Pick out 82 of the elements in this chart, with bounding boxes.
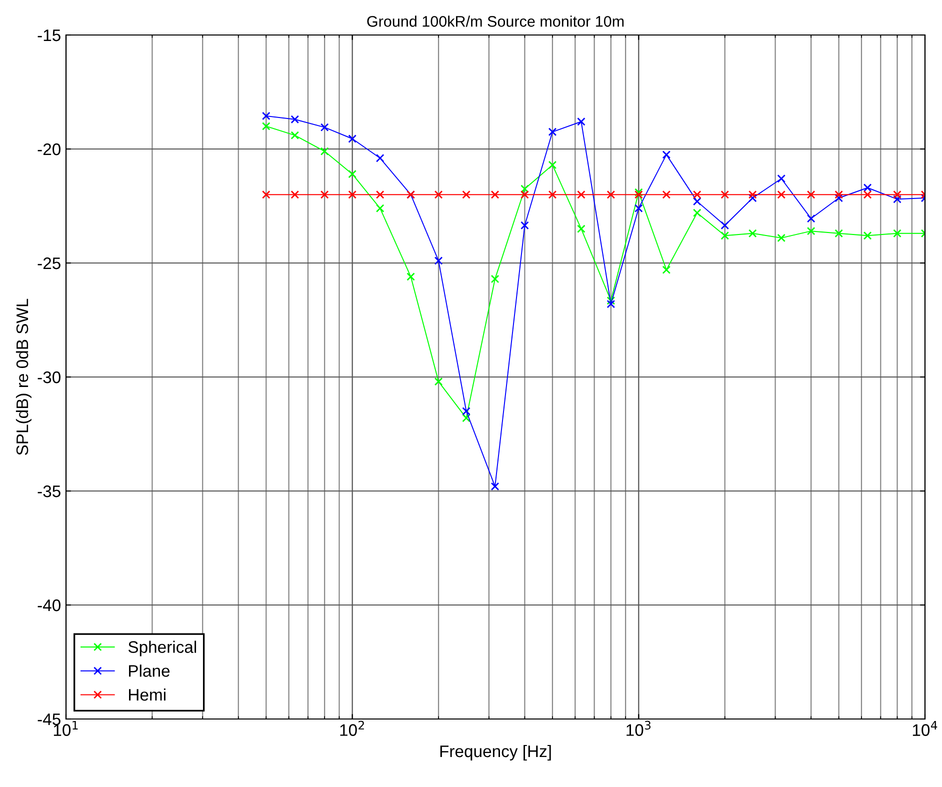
point (720, 190, 730, 199)
point (262, 122, 270, 130)
point (520, 221, 529, 230)
point (662, 190, 671, 199)
legend-label: Spherical (128, 640, 196, 656)
x-tick-label: 10$^{3}$ (626, 720, 651, 736)
point (634, 204, 643, 212)
y-tick-label: -25 (38, 257, 60, 270)
point (434, 190, 443, 199)
point (262, 190, 270, 199)
point (434, 256, 443, 265)
x-tick-label: 10$^{4}$ (912, 720, 938, 736)
point (662, 150, 671, 159)
chart-title: Ground 100kR/m Source monitor 10m (367, 16, 624, 27)
y-axis-title: SPL(dB) re 0dB SWL (16, 298, 32, 455)
y-tick-label: -15 (38, 30, 60, 42)
point (462, 414, 470, 422)
point (490, 482, 500, 491)
point (834, 194, 843, 202)
point (692, 197, 702, 206)
point (348, 134, 356, 143)
point (777, 190, 786, 199)
y-tick-label: -30 (38, 371, 60, 384)
point (606, 190, 616, 199)
point (320, 147, 329, 156)
point (692, 208, 702, 218)
point (376, 204, 384, 212)
point (490, 190, 500, 199)
point (434, 377, 443, 386)
point (348, 190, 356, 199)
y-tick-label: -20 (38, 143, 60, 156)
point (606, 296, 616, 305)
point (863, 184, 872, 192)
point (376, 190, 384, 199)
point (606, 300, 616, 308)
point (262, 112, 270, 120)
x-axis-title: Frequency [Hz] (440, 744, 551, 760)
point (634, 190, 643, 199)
point (290, 115, 300, 124)
point (320, 190, 329, 199)
point (290, 190, 300, 199)
point (748, 190, 757, 199)
point (777, 174, 786, 183)
point (577, 117, 586, 126)
point (720, 221, 730, 230)
point (348, 170, 356, 178)
point (720, 231, 730, 240)
legend-label: Hemi (129, 688, 166, 701)
point (548, 160, 557, 170)
legend-label: Plane (129, 664, 170, 677)
point (893, 190, 902, 199)
point (863, 190, 872, 199)
point (863, 231, 872, 240)
point (462, 407, 470, 416)
point (806, 190, 816, 199)
point (548, 128, 557, 136)
point (834, 190, 843, 199)
point (692, 190, 702, 199)
y-tick-label: -35 (38, 485, 60, 498)
point (520, 190, 529, 199)
point (490, 274, 500, 284)
point (320, 123, 329, 132)
point (290, 131, 300, 140)
y-tick-label: -40 (38, 599, 60, 612)
point (662, 266, 671, 274)
point (893, 194, 902, 204)
point (748, 194, 757, 202)
point (376, 154, 384, 162)
point (777, 234, 786, 242)
point (634, 188, 643, 196)
point (806, 214, 816, 223)
point (893, 229, 902, 238)
point (520, 184, 529, 194)
point (577, 190, 586, 199)
point (834, 229, 843, 238)
point (406, 272, 415, 281)
point (806, 226, 816, 236)
point (748, 229, 757, 238)
point (548, 190, 557, 199)
point (462, 190, 470, 199)
x-tick-label: 10$^{2}$ (340, 720, 364, 736)
point (577, 224, 586, 233)
